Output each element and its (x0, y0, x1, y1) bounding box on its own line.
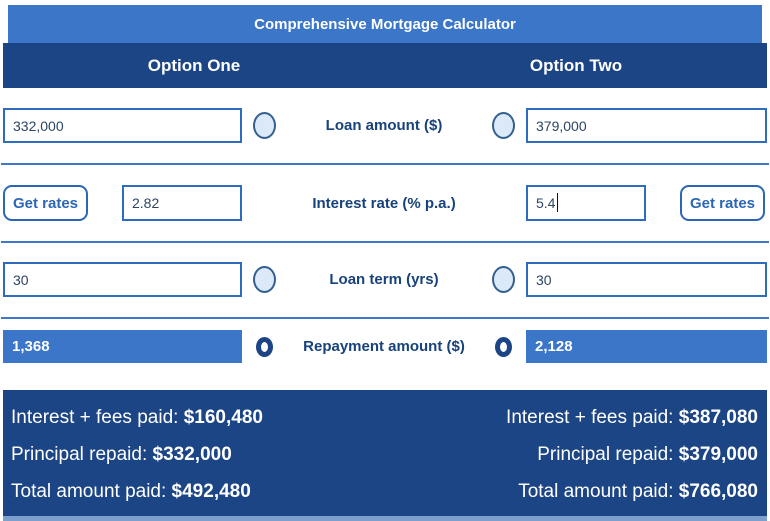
interest-fees-paid-label: Interest + fees paid: (11, 407, 179, 428)
calculator-title-bar: Comprehensive Mortgage Calculator (8, 5, 762, 43)
get-rates-button-option-two[interactable]: Get rates (680, 185, 765, 221)
loan-amount-input-option-one[interactable] (3, 108, 242, 143)
total-amount-paid-label: Total amount paid: (518, 481, 674, 502)
option-one-header: Option One (147, 55, 241, 75)
principal-repaid-label: Principal repaid: (537, 444, 674, 465)
interest-fees-paid-value: $387,080 (678, 407, 758, 428)
total-amount-paid-value: $492,480 (171, 481, 251, 502)
page-title: Comprehensive Mortgage Calculator (254, 15, 516, 33)
loan-amount-label: Loan amount ($) (325, 117, 443, 134)
loan-term-radio-option-one[interactable] (253, 266, 276, 293)
interest-rate-row: Get rates Interest rate (% p.a.) Get rat… (3, 185, 767, 221)
interest-fees-paid-line: Interest + fees paid: $387,080 (385, 399, 758, 436)
principal-repaid-label: Principal repaid: (11, 444, 148, 465)
total-amount-paid-value: $766,080 (678, 481, 758, 502)
repayment-amount-radio-option-two[interactable] (495, 336, 512, 357)
option-header-row: Option One Option Two (3, 43, 767, 88)
results-panel: Interest + fees paid: $160,480 Principal… (3, 390, 767, 516)
total-amount-paid-label: Total amount paid: (11, 481, 167, 502)
interest-fees-paid-line: Interest + fees paid: $160,480 (11, 399, 385, 436)
results-option-two: Interest + fees paid: $387,080 Principal… (385, 399, 767, 516)
repayment-amount-row: 1,368 Repayment amount ($) 2,128 (3, 330, 767, 363)
loan-term-row: Loan term (yrs) (3, 262, 767, 297)
text-cursor (557, 193, 558, 212)
repayment-amount-label: Repayment amount ($) (303, 338, 465, 355)
panel-bottom-edge (3, 516, 767, 521)
total-amount-paid-line: Total amount paid: $492,480 (11, 473, 385, 510)
interest-rate-input-option-one[interactable] (122, 185, 242, 221)
principal-repaid-value: $379,000 (678, 444, 758, 465)
interest-rate-label: Interest rate (% p.a.) (312, 194, 456, 212)
loan-amount-radio-option-two[interactable] (492, 112, 515, 139)
loan-amount-row: Loan amount ($) (3, 108, 767, 143)
results-option-one: Interest + fees paid: $160,480 Principal… (3, 399, 385, 516)
loan-term-label: Loan term (yrs) (329, 271, 439, 288)
principal-repaid-line: Principal repaid: $332,000 (11, 436, 385, 473)
row-divider (1, 241, 769, 243)
get-rates-button-option-one[interactable]: Get rates (3, 185, 88, 221)
repayment-amount-radio-option-one[interactable] (256, 336, 273, 357)
repayment-amount-output-option-one: 1,368 (3, 330, 242, 363)
loan-term-input-option-one[interactable] (3, 262, 242, 297)
loan-term-input-option-two[interactable] (526, 262, 767, 297)
row-divider (1, 317, 769, 319)
row-divider (1, 163, 769, 165)
interest-rate-input-option-two[interactable] (526, 185, 646, 221)
principal-repaid-value: $332,000 (152, 444, 232, 465)
loan-term-radio-option-two[interactable] (492, 266, 515, 293)
interest-fees-paid-value: $160,480 (183, 407, 263, 428)
loan-amount-radio-option-one[interactable] (253, 112, 276, 139)
principal-repaid-line: Principal repaid: $379,000 (385, 436, 758, 473)
total-amount-paid-line: Total amount paid: $766,080 (385, 473, 758, 510)
repayment-amount-output-option-two: 2,128 (526, 330, 767, 363)
option-two-header: Option Two (529, 55, 623, 75)
interest-fees-paid-label: Interest + fees paid: (506, 407, 674, 428)
loan-amount-input-option-two[interactable] (526, 108, 767, 143)
